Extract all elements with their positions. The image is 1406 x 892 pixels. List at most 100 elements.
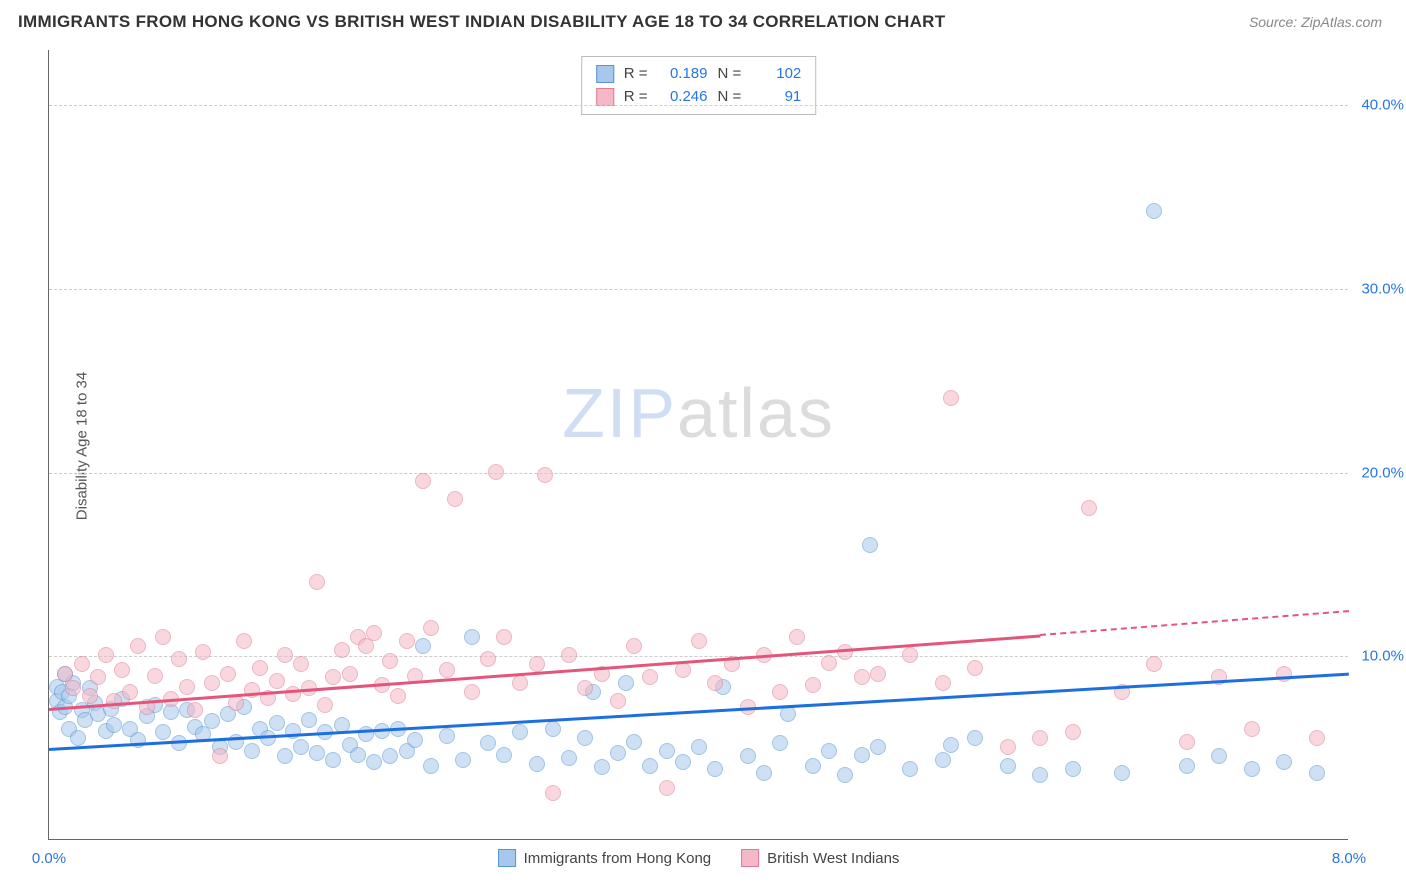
scatter-point [537,467,553,483]
scatter-point [577,730,593,746]
series-legend: Immigrants from Hong Kong British West In… [498,849,900,867]
stat-r-value: 0.189 [658,63,708,86]
scatter-point [1146,203,1162,219]
legend-item: Immigrants from Hong Kong [498,849,712,867]
scatter-point [301,712,317,728]
scatter-point [252,660,268,676]
scatter-point [805,677,821,693]
scatter-point [675,662,691,678]
scatter-point [943,390,959,406]
y-tick-label: 20.0% [1361,464,1404,481]
scatter-point [1244,721,1260,737]
scatter-point [415,638,431,654]
scatter-point [1309,730,1325,746]
legend-label: British West Indians [767,850,899,867]
scatter-point [496,629,512,645]
scatter-point [756,765,772,781]
scatter-point [1114,765,1130,781]
scatter-point [382,748,398,764]
scatter-point [350,747,366,763]
scatter-point [902,647,918,663]
scatter-point [618,675,634,691]
trend-line-extrapolated [1040,610,1349,636]
scatter-point [545,721,561,737]
scatter-point [195,644,211,660]
scatter-point [212,748,228,764]
scatter-point [269,673,285,689]
scatter-point [122,684,138,700]
scatter-point [325,752,341,768]
scatter-point [155,724,171,740]
scatter-point [659,743,675,759]
scatter-point [407,732,423,748]
scatter-point [366,625,382,641]
scatter-point [82,688,98,704]
stat-r-label: R = [624,63,648,86]
scatter-point [155,629,171,645]
scatter-point [1244,761,1260,777]
scatter-point [626,734,642,750]
scatter-point [334,642,350,658]
scatter-point [220,666,236,682]
scatter-point [967,660,983,676]
scatter-point [74,656,90,672]
scatter-point [935,752,951,768]
scatter-point [106,717,122,733]
scatter-point [854,747,870,763]
scatter-point [269,715,285,731]
stat-n-label: N = [718,63,742,86]
scatter-point [642,669,658,685]
scatter-point [244,743,260,759]
scatter-point [480,735,496,751]
scatter-point [1000,739,1016,755]
stats-row: R =0.189N =102 [596,63,802,86]
scatter-point [772,684,788,700]
legend-swatch [741,849,759,867]
scatter-point [106,693,122,709]
scatter-point [317,697,333,713]
scatter-point [204,713,220,729]
scatter-point [870,666,886,682]
scatter-point [821,743,837,759]
scatter-point [171,651,187,667]
correlation-stats-box: R =0.189N =102R =0.246N =91 [581,56,817,115]
legend-swatch [498,849,516,867]
scatter-point [1032,730,1048,746]
scatter-plot-area: ZIPatlas R =0.189N =102R =0.246N =91 Imm… [48,50,1348,840]
scatter-point [561,647,577,663]
scatter-point [772,735,788,751]
scatter-point [967,730,983,746]
scatter-point [464,629,480,645]
scatter-point [691,633,707,649]
scatter-point [691,739,707,755]
scatter-point [130,638,146,654]
scatter-point [277,748,293,764]
scatter-point [70,730,86,746]
scatter-point [642,758,658,774]
source-attribution: Source: ZipAtlas.com [1249,14,1382,30]
scatter-point [114,662,130,678]
scatter-point [98,647,114,663]
scatter-point [325,669,341,685]
watermark-atlas: atlas [677,374,835,452]
scatter-point [1146,656,1162,672]
legend-label: Immigrants from Hong Kong [524,850,712,867]
scatter-point [147,668,163,684]
scatter-point [309,574,325,590]
scatter-point [707,675,723,691]
gridline [49,473,1348,474]
scatter-point [1179,734,1195,750]
y-tick-label: 10.0% [1361,648,1404,665]
gridline [49,289,1348,290]
scatter-point [236,633,252,649]
scatter-point [171,735,187,751]
scatter-point [675,754,691,770]
scatter-point [1309,765,1325,781]
scatter-point [1032,767,1048,783]
y-tick-label: 30.0% [1361,280,1404,297]
scatter-point [423,758,439,774]
scatter-point [65,680,81,696]
scatter-point [902,761,918,777]
scatter-point [309,745,325,761]
scatter-point [488,464,504,480]
